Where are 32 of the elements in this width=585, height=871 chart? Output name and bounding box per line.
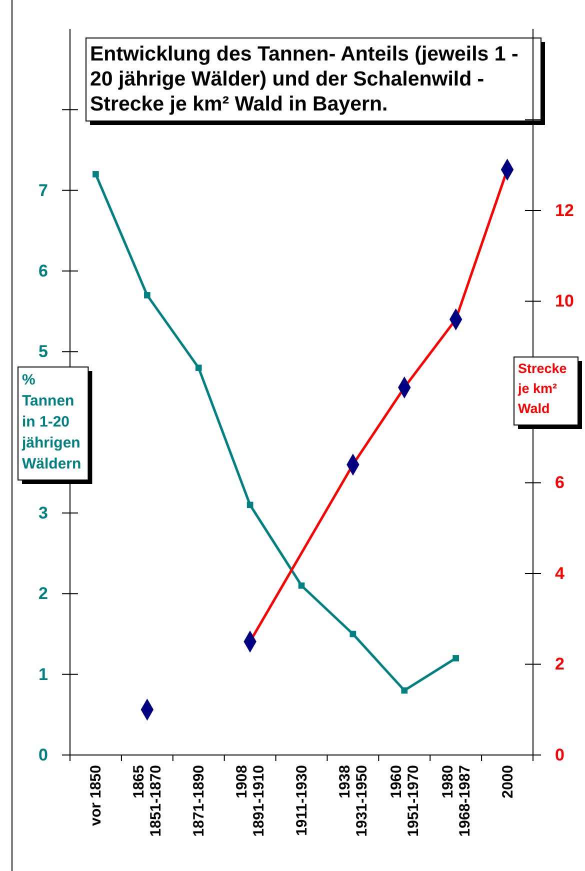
y-axis-title: % Tannen in 1-20 jährigen Wäldern — [21, 372, 82, 472]
y-tick-label: 7 — [38, 180, 48, 200]
point — [246, 502, 254, 508]
y2-tick-label: 4 — [555, 564, 565, 583]
text: Entwicklung des Tannen- Anteils (jeweils 1 - 20 jährige Wälder) und der Schalenwild - Strecke je km² Wald in Bayern. — [90, 42, 518, 116]
point — [195, 364, 202, 371]
x-tick-label: vor 1850 — [88, 765, 105, 826]
y2-tick-label: 6 — [555, 473, 564, 492]
point — [92, 171, 99, 178]
point — [144, 292, 150, 298]
y2-tick-label: 10 — [555, 292, 574, 311]
point — [452, 655, 459, 662]
y2-tick-label: 2 — [555, 654, 564, 674]
y-tick-label: 3 — [38, 503, 48, 522]
y-tick-label: 5 — [38, 342, 48, 362]
point — [350, 630, 356, 638]
x-tick-label: 1938 1931-1950 — [336, 765, 370, 837]
y-tick-label: 6 — [38, 261, 48, 280]
point — [401, 687, 408, 694]
y2-tick-label: 12 — [555, 200, 574, 220]
x-tick-label: 1960 1951-1970 — [388, 765, 422, 837]
x-tick-label: 1871-1890 — [190, 765, 208, 837]
point — [298, 582, 305, 589]
y-tick-label: 1 — [38, 664, 48, 684]
y2-axis-title: Strecke je km² Wald — [517, 361, 568, 416]
x-tick-label: 1911-1930 — [294, 765, 310, 836]
y2-tick-label: 0 — [555, 745, 564, 764]
x-tick-label: 1908 1891-1910 — [234, 765, 268, 837]
x-tick-label: 2000 — [499, 765, 516, 798]
x-tick-label: 1980 1968-1987 — [439, 765, 474, 837]
y-tick-label: 0 — [38, 745, 48, 764]
y-tick-label: 2 — [38, 584, 48, 604]
